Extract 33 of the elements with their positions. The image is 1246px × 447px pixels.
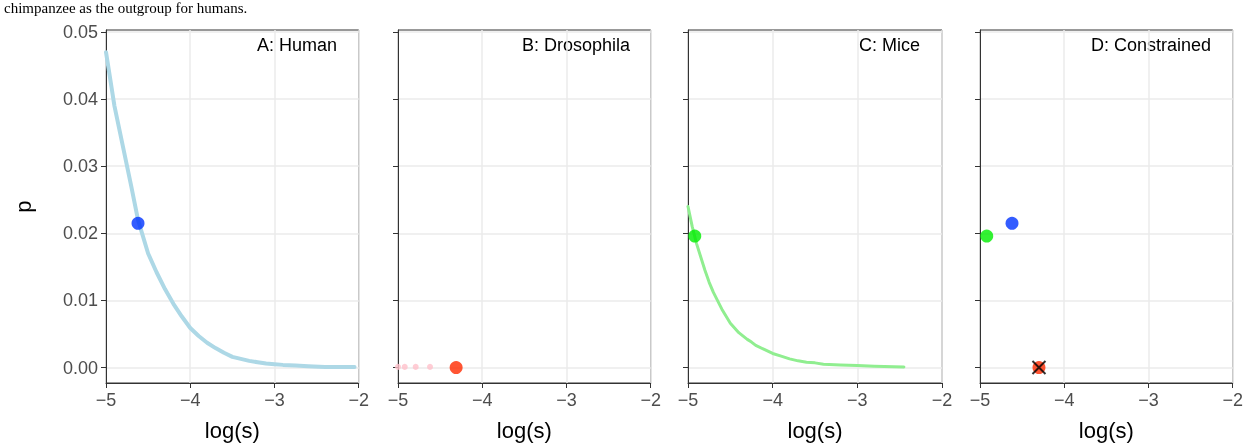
x-tick-label: −5: [969, 390, 991, 410]
x-tick-label: −3: [1138, 390, 1159, 410]
y-axis-title: p: [10, 200, 36, 213]
y-tick-label: 0.00: [62, 357, 98, 378]
x-tick-label: −3: [556, 390, 577, 410]
chart-title: C: Mice: [859, 35, 921, 55]
x-tick-label: −2: [348, 390, 369, 410]
x-tick-label: −4: [179, 390, 201, 410]
x-axis-title: log(s): [204, 417, 260, 443]
y-tick-label: 0.03: [62, 156, 98, 177]
x-tick-label: −3: [847, 390, 868, 410]
x-tick-label: −2: [640, 390, 661, 410]
x-axis-title: log(s): [1078, 417, 1134, 443]
x-tick-label: −5: [95, 390, 117, 410]
x-tick-label: −5: [387, 390, 409, 410]
y-tick-label: 0.01: [62, 290, 98, 311]
y-tick-label: 0.05: [62, 22, 98, 43]
text: chimpanzee as the outgroup for humans.: [4, 0, 248, 17]
x-tick-label: −4: [471, 390, 493, 410]
x-tick-label: −4: [762, 390, 783, 410]
x-tick-label: −4: [1053, 390, 1075, 410]
chart-title: B: Drosophila: [521, 35, 631, 55]
y-tick-label: 0.02: [62, 223, 98, 244]
x-axis-title: log(s): [787, 417, 843, 443]
x-tick-label: −3: [264, 390, 285, 410]
chart-title: A: Human: [256, 35, 338, 55]
x-tick-label: −5: [677, 390, 699, 410]
y-tick-label: 0.04: [62, 89, 98, 110]
line-series: [104, 50, 357, 369]
x-tick-label: −2: [931, 390, 953, 410]
chart-title: D: Constrained: [1090, 35, 1211, 55]
x-tick-label: −2: [1222, 390, 1243, 410]
x-axis-title: log(s): [496, 417, 552, 443]
